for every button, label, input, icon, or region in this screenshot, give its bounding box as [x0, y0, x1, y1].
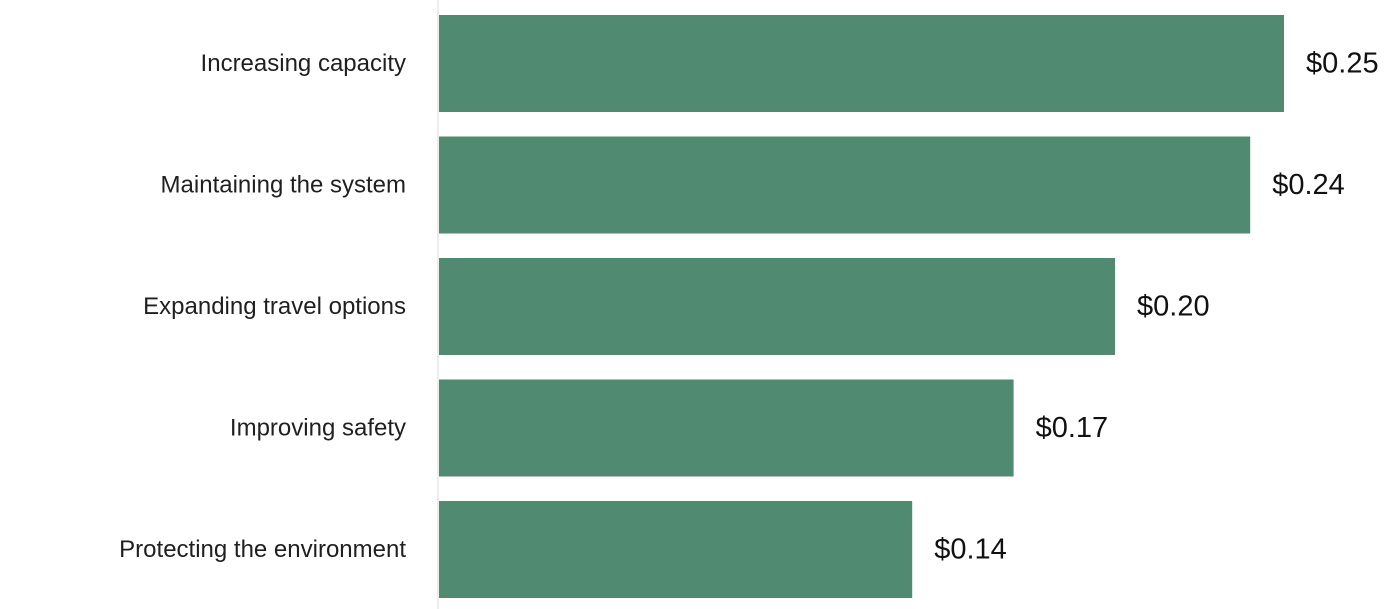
category-labels-group: Increasing capacity Maintaining the syste… — [119, 50, 406, 563]
value-label-5: $0.14 — [934, 534, 1007, 566]
value-label-2: $0.24 — [1272, 169, 1345, 201]
bar-1 — [439, 15, 1284, 112]
category-label-3: Expanding travel options — [143, 293, 406, 320]
value-label-1: $0.25 — [1306, 48, 1379, 80]
bar-2 — [439, 136, 1251, 234]
category-label-5: Protecting the environment — [119, 536, 406, 563]
category-label-4: Improving safety — [230, 415, 406, 442]
bars-group — [439, 15, 1284, 598]
value-label-4: $0.17 — [1036, 412, 1109, 444]
bar-4 — [439, 379, 1014, 477]
category-label-2: Maintaining the system — [161, 172, 406, 199]
value-label-3: $0.20 — [1137, 291, 1210, 323]
value-labels-group: $0.25 $0.24 $0.20 $0.17 $0.14 — [934, 48, 1378, 566]
bar-3 — [439, 258, 1115, 355]
bar-5 — [439, 501, 913, 598]
category-label-1: Increasing capacity — [201, 50, 406, 77]
